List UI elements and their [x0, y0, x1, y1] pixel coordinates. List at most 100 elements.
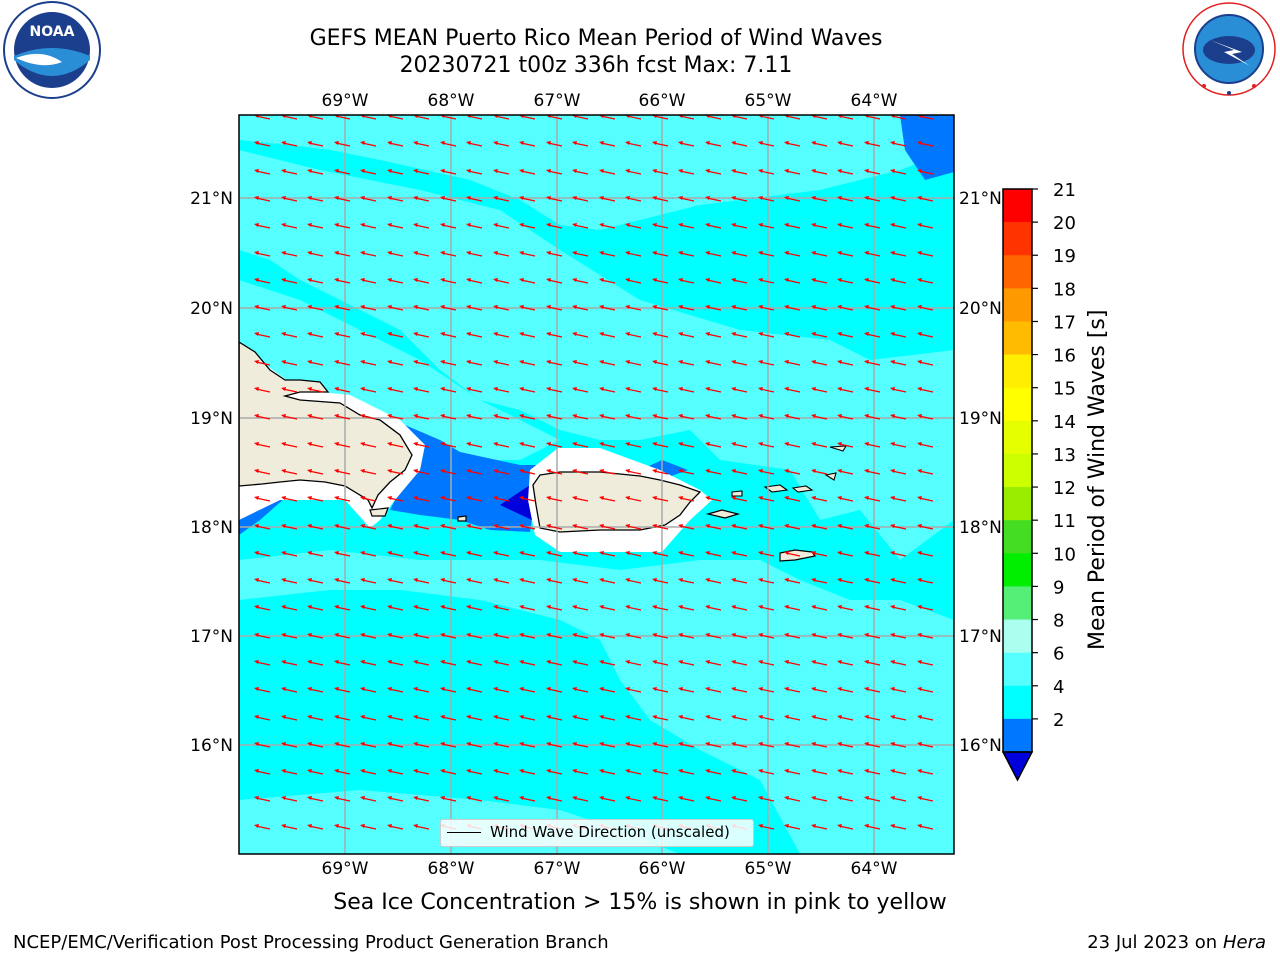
- wind-arrow-head: [625, 496, 630, 500]
- wind-arrow-head: [890, 360, 895, 364]
- wind-arrow-head: [890, 169, 895, 173]
- wind-arrow-head: [334, 633, 339, 637]
- wind-arrow-head: [731, 469, 736, 473]
- colorbar-band: [1003, 222, 1032, 256]
- wind-arrow-head: [599, 360, 604, 364]
- wind-arrow-head: [731, 141, 736, 145]
- wind-arrow-head: [599, 332, 604, 336]
- wind-arrow-head: [917, 633, 922, 637]
- wind-arrow-head: [811, 633, 816, 637]
- wind-arrow-head: [652, 169, 657, 173]
- wind-arrow-head: [678, 332, 683, 336]
- wind-arrow-head: [864, 251, 869, 255]
- wind-arrow-head: [784, 414, 789, 418]
- wind-arrow-head: [705, 524, 710, 528]
- wind-arrow-head: [466, 796, 471, 800]
- colorbar-tick-label: 21: [1053, 180, 1076, 201]
- wind-arrow-head: [413, 496, 418, 500]
- wind-arrow-head: [837, 360, 842, 364]
- wind-arrow-head: [917, 469, 922, 473]
- wind-arrow-head: [440, 442, 445, 446]
- wind-arrow-head: [758, 278, 763, 282]
- wind-arrow-head: [307, 442, 312, 446]
- wind-arrow-head: [572, 305, 577, 309]
- wind-arrow-head: [705, 633, 710, 637]
- lat-label-right: 18°N: [959, 518, 1002, 538]
- wind-arrow-head: [572, 278, 577, 282]
- wind-arrow-head: [281, 605, 286, 609]
- wind-arrow-head: [413, 715, 418, 719]
- wind-arrow-head: [837, 387, 842, 391]
- wind-arrow-head: [811, 305, 816, 309]
- map-frame: [238, 114, 955, 855]
- wind-arrow-head: [625, 360, 630, 364]
- wind-arrow-head: [811, 223, 816, 227]
- wind-arrow-head: [917, 496, 922, 500]
- wind-arrow-head: [811, 442, 816, 446]
- wind-arrow-head: [784, 715, 789, 719]
- wind-arrow-head: [811, 360, 816, 364]
- wind-arrow-head: [546, 278, 551, 282]
- wind-arrow-head: [360, 824, 365, 828]
- wind-arrow-head: [440, 196, 445, 200]
- wind-arrow-head: [890, 442, 895, 446]
- wind-arrow-head: [254, 387, 259, 391]
- wind-arrow-head: [307, 278, 312, 282]
- lon-label-bottom: 64°W: [851, 859, 898, 879]
- wind-arrow-head: [334, 141, 339, 145]
- wind-arrow-head: [334, 223, 339, 227]
- colorbar-tick-label: 16: [1053, 346, 1076, 367]
- wind-arrow-head: [387, 660, 392, 664]
- wind-arrow-head: [519, 414, 524, 418]
- wind-arrow-head: [864, 660, 869, 664]
- legend-line-icon: [447, 832, 481, 833]
- wind-arrow-head: [254, 687, 259, 691]
- wind-arrow-head: [519, 660, 524, 664]
- wind-arrow-head: [837, 551, 842, 555]
- wind-arrow-head: [387, 169, 392, 173]
- wind-arrow-head: [307, 660, 312, 664]
- wind-arrow-head: [917, 742, 922, 746]
- wind-arrow-head: [784, 742, 789, 746]
- wind-arrow-head: [678, 251, 683, 255]
- wind-arrow-head: [599, 633, 604, 637]
- wind-arrow-head: [546, 796, 551, 800]
- wind-arrow-head: [784, 141, 789, 145]
- wind-arrow-head: [519, 687, 524, 691]
- wind-arrow-head: [334, 578, 339, 582]
- wind-arrow-head: [546, 141, 551, 145]
- wind-arrow-head: [731, 278, 736, 282]
- wind-arrow-head: [890, 387, 895, 391]
- wind-arrow-head: [731, 496, 736, 500]
- lat-label-right: 16°N: [959, 736, 1002, 756]
- wind-arrow-head: [360, 742, 365, 746]
- ocean-6-8s-fill-1: [239, 150, 954, 560]
- wind-arrow-head: [758, 687, 763, 691]
- wind-arrow-head: [625, 524, 630, 528]
- colorbar-band: [1003, 520, 1032, 554]
- wind-arrow-head: [546, 251, 551, 255]
- wind-arrow-head: [784, 578, 789, 582]
- wind-arrow-head: [493, 251, 498, 255]
- wind-arrow-head: [731, 196, 736, 200]
- lat-label-left: 18°N: [190, 518, 233, 538]
- wind-arrow-head: [387, 496, 392, 500]
- colorbar-tick-label: 11: [1053, 511, 1076, 532]
- wind-arrow-head: [652, 305, 657, 309]
- wind-arrow-head: [890, 715, 895, 719]
- wind-arrow-head: [890, 496, 895, 500]
- wind-arrow-head: [519, 469, 524, 473]
- wind-arrow-head: [493, 796, 498, 800]
- wind-arrow-head: [811, 169, 816, 173]
- wind-arrow-head: [307, 414, 312, 418]
- wind-arrow-head: [811, 332, 816, 336]
- wind-arrow-head: [281, 169, 286, 173]
- wind-arrow-head: [440, 496, 445, 500]
- wind-arrow-head: [413, 305, 418, 309]
- colorbar-band: [1003, 387, 1032, 422]
- wind-arrow-head: [758, 305, 763, 309]
- wind-arrow-head: [731, 660, 736, 664]
- wind-arrow-head: [254, 769, 259, 773]
- wind-arrow-head: [281, 660, 286, 664]
- wind-arrow-head: [625, 169, 630, 173]
